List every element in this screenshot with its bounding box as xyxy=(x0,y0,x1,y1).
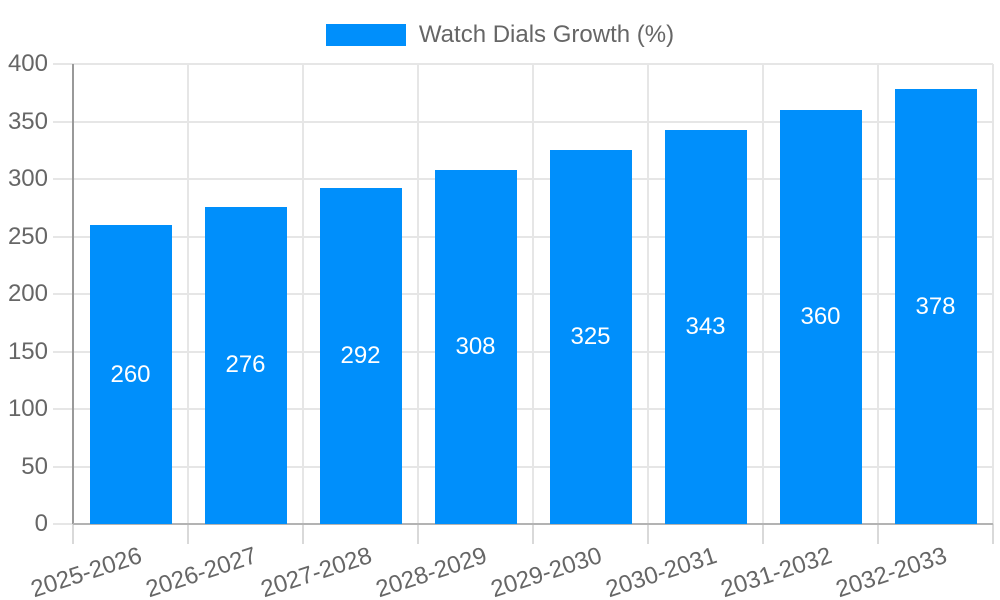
y-axis-tick-label: 0 xyxy=(34,510,48,537)
x-axis-tick xyxy=(417,524,419,544)
x-axis-tick xyxy=(762,524,764,544)
x-axis-tick xyxy=(72,524,74,544)
bar-value-label: 276 xyxy=(225,351,266,379)
bar-2031-2032[interactable] xyxy=(779,110,862,524)
x-axis-tick xyxy=(992,524,994,544)
bar-value-label: 360 xyxy=(800,303,841,330)
y-gridline xyxy=(53,293,993,295)
x-gridline xyxy=(877,64,879,524)
bar-2026-2027[interactable] xyxy=(204,206,287,524)
y-axis-tick-label: 350 xyxy=(7,107,48,135)
x-axis-tick-label: 2026-2027 xyxy=(142,542,260,600)
chart-legend[interactable]: Watch Dials Growth (%) xyxy=(0,21,1000,49)
y-gridline xyxy=(53,350,993,353)
y-axis-tick-label: 250 xyxy=(7,222,48,250)
x-axis-tick xyxy=(647,524,649,544)
x-axis-tick xyxy=(532,524,534,544)
bar-2030-2031[interactable] xyxy=(664,129,747,524)
y-axis-tick-label: 50 xyxy=(21,452,48,480)
x-axis-tick-label: 2028-2029 xyxy=(372,542,490,600)
bar-2025-2026[interactable] xyxy=(89,225,172,524)
bar-value-label: 378 xyxy=(915,292,956,320)
bar-2027-2028[interactable] xyxy=(319,188,402,524)
y-gridline xyxy=(53,465,993,468)
x-axis-tick xyxy=(187,524,189,544)
x-axis-tick xyxy=(877,524,879,544)
x-gridline xyxy=(762,64,764,524)
y-gridline xyxy=(53,235,993,238)
y-axis-tick-label: 100 xyxy=(7,395,48,422)
y-axis-tick-label: 200 xyxy=(7,280,48,307)
x-gridline xyxy=(302,64,304,524)
x-gridline xyxy=(647,64,649,524)
y-axis-tick-label: 400 xyxy=(7,50,48,77)
legend-swatch-icon xyxy=(325,24,406,46)
bar-2032-2033[interactable] xyxy=(894,89,977,524)
bar-value-label: 308 xyxy=(455,332,496,360)
y-gridline xyxy=(53,120,993,123)
y-gridline xyxy=(53,63,993,65)
x-axis-tick-label: 2032-2033 xyxy=(832,542,950,600)
x-gridline xyxy=(417,64,419,524)
y-axis-line xyxy=(72,64,74,524)
bar-value-label: 292 xyxy=(340,342,381,370)
y-gridline xyxy=(53,178,993,180)
bar-value-label: 325 xyxy=(570,323,611,351)
y-axis-tick-label: 150 xyxy=(7,337,48,365)
x-axis-tick-label: 2030-2031 xyxy=(602,542,720,600)
x-gridline xyxy=(532,64,534,524)
legend-label: Watch Dials Growth (%) xyxy=(418,21,675,48)
x-axis-tick-label: 2029-2030 xyxy=(487,542,605,600)
bar-2028-2029[interactable] xyxy=(434,169,517,524)
bar-2029-2030[interactable] xyxy=(549,150,632,524)
x-axis-tick-label: 2027-2028 xyxy=(257,542,375,600)
x-axis-tick-label: 2025-2026 xyxy=(27,542,145,600)
x-gridline xyxy=(187,64,189,524)
x-axis-tick xyxy=(302,524,304,544)
y-axis-tick-label: 300 xyxy=(7,165,48,192)
bar-value-label: 343 xyxy=(685,312,726,340)
bar-value-label: 260 xyxy=(110,360,151,388)
x-axis-tick-label: 2031-2032 xyxy=(717,542,835,600)
x-gridline xyxy=(992,64,994,524)
x-axis-line xyxy=(73,523,993,525)
y-gridline xyxy=(53,408,993,410)
